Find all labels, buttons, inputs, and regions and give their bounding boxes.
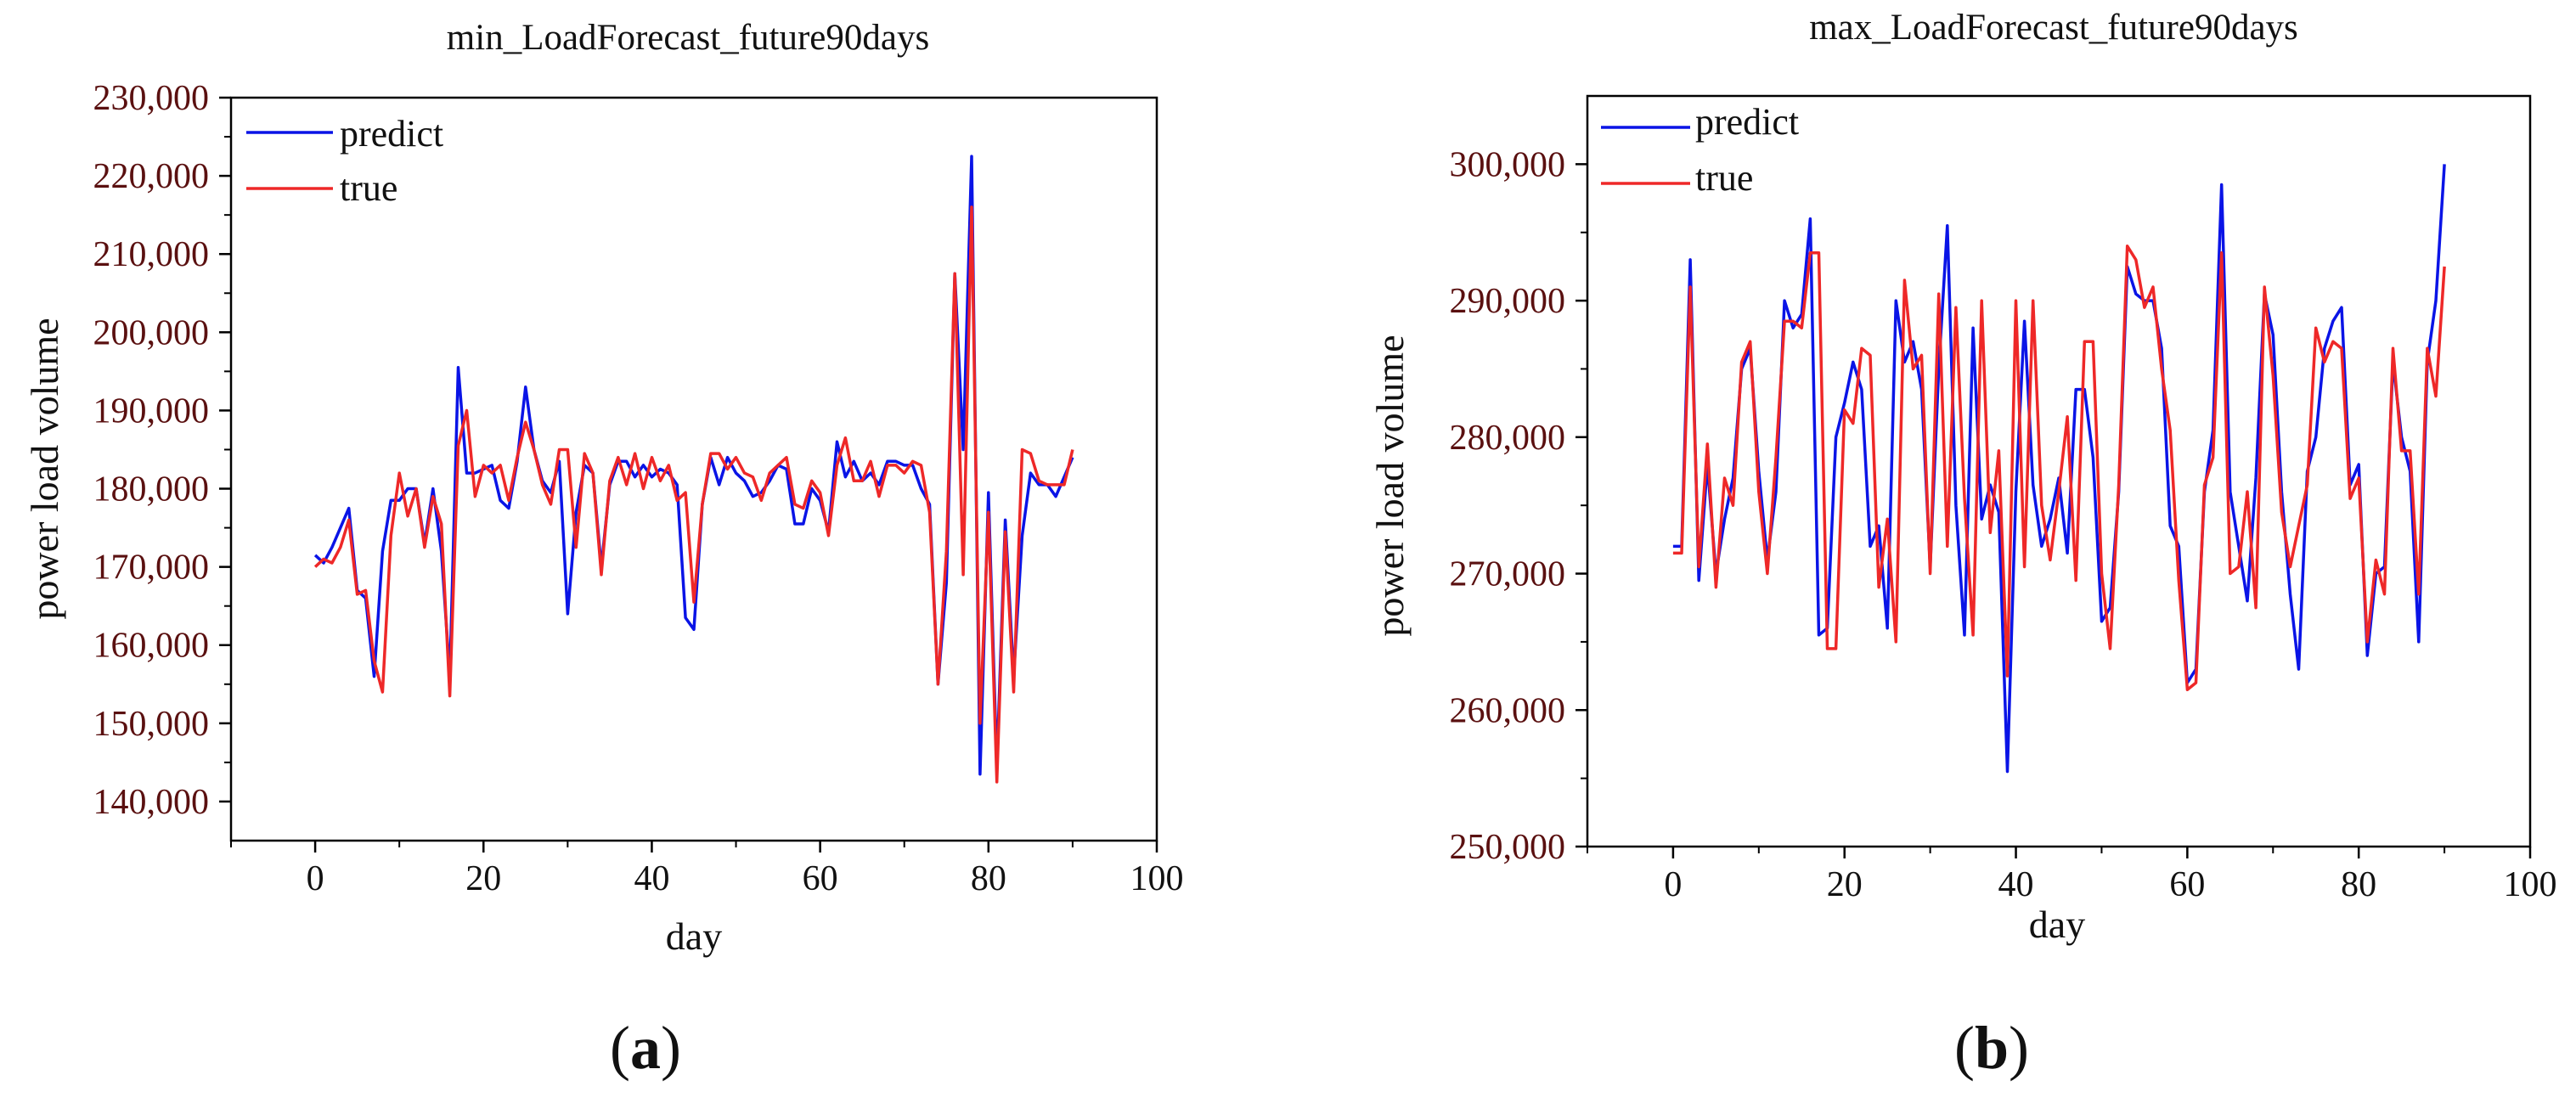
plot-frame [229, 96, 1158, 842]
series-layer [313, 155, 1074, 784]
x-tick-label: 80 [2341, 865, 2376, 904]
y-tick-label: 220,000 [93, 157, 210, 196]
chart-a: min_LoadForecast_future90days 140,000 150… [23, 18, 1184, 1082]
panel-label-letter: a [630, 1014, 661, 1082]
chart-title: max_LoadForecast_future90days [1809, 8, 2298, 48]
panel-label-b: (b) [1954, 1014, 2029, 1082]
y-tick-label: 300,000 [1450, 145, 1566, 184]
panel-label-open: ( [1954, 1014, 1975, 1082]
legend-label-true: true [1695, 157, 1753, 199]
legend: predict true [1601, 101, 1799, 199]
y-ticks: 250,000 260,000 270,000 280,000 290,000 300,0… [1450, 145, 1587, 867]
legend: predict true [246, 113, 443, 209]
panel-label-a: (a) [610, 1014, 681, 1082]
y-tick-label: 200,000 [93, 313, 210, 352]
y-tick-label: 260,000 [1450, 691, 1566, 730]
y-tick-label: 230,000 [93, 79, 210, 118]
x-tick-label: 80 [971, 859, 1006, 898]
x-ticks: 0 20 40 60 80 100 [230, 841, 1184, 898]
x-tick-label: 60 [2169, 865, 2205, 904]
y-tick-label: 190,000 [93, 391, 210, 431]
legend-label-predict: predict [340, 113, 443, 155]
series-line-true [1672, 245, 2446, 691]
panel-label-open: ( [610, 1014, 630, 1082]
y-tick-label: 160,000 [93, 627, 210, 666]
legend-label-true: true [340, 167, 397, 209]
y-ticks: 140,000 150,000 160,000 170,000 180,000 190,0… [93, 79, 231, 822]
chart-title: min_LoadForecast_future90days [447, 18, 929, 58]
x-tick-label: 20 [1827, 865, 1863, 904]
x-tick-label: 40 [1998, 865, 2034, 904]
y-tick-label: 290,000 [1450, 282, 1566, 321]
x-tick-label: 0 [1664, 865, 1682, 904]
series-line-predict [1672, 164, 2446, 774]
y-tick-label: 280,000 [1450, 419, 1566, 458]
series-layer [1672, 164, 2446, 774]
x-tick-label: 100 [1130, 859, 1184, 898]
panel-label-close: ) [661, 1014, 681, 1082]
x-ticks: 0 20 40 60 80 100 [1587, 847, 2557, 904]
x-axis-title: day [666, 914, 722, 958]
y-tick-label: 210,000 [93, 235, 210, 274]
x-axis-title: day [2029, 903, 2085, 946]
y-tick-label: 270,000 [1450, 555, 1566, 594]
chart-b: max_LoadForecast_future90days 250,000 260… [1368, 8, 2557, 1082]
x-tick-label: 40 [634, 859, 669, 898]
x-tick-label: 60 [803, 859, 838, 898]
panel-label-letter: b [1975, 1014, 2009, 1082]
y-axis-title: power load volume [23, 318, 66, 619]
legend-label-predict: predict [1695, 101, 1799, 143]
y-tick-label: 150,000 [93, 705, 210, 744]
x-tick-label: 100 [2504, 865, 2557, 904]
series-line-true [313, 205, 1074, 784]
y-tick-label: 250,000 [1450, 828, 1566, 867]
x-tick-label: 0 [307, 859, 324, 898]
x-tick-label: 20 [465, 859, 501, 898]
y-tick-label: 170,000 [93, 549, 210, 588]
panel-label-close: ) [2009, 1014, 2029, 1082]
y-tick-label: 140,000 [93, 783, 210, 822]
y-axis-title: power load volume [1368, 335, 1412, 636]
plot-frame [1586, 94, 2532, 848]
y-tick-label: 180,000 [93, 470, 210, 509]
